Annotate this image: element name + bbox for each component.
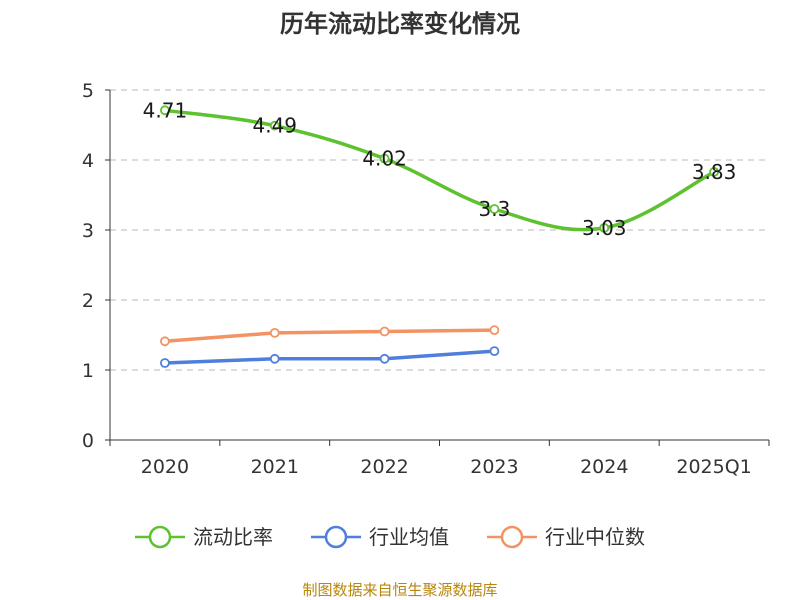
data-point[interactable]	[489, 204, 500, 214]
grid-lines	[110, 89, 769, 371]
data-point[interactable]	[160, 336, 170, 347]
legend-item-2[interactable]: 行业中位数	[487, 525, 645, 549]
legend[interactable]: 流动比率 行业均值 行业中位数	[135, 525, 645, 549]
series-1	[160, 346, 500, 368]
x-tick-label: 2023	[470, 456, 518, 478]
data-point[interactable]	[709, 166, 719, 177]
data-label: 3.3	[479, 197, 511, 221]
legend-label: 行业中位数	[545, 525, 645, 549]
y-tick-label: 0	[82, 430, 94, 452]
x-tick-label: 2020	[141, 456, 189, 478]
legend-label: 行业均值	[369, 525, 449, 549]
series-0	[160, 105, 719, 233]
data-point[interactable]	[269, 120, 280, 131]
legend-label: 流动比率	[193, 525, 273, 549]
legend-marker	[148, 525, 172, 549]
chart-title: 历年流动比率变化情况	[280, 10, 520, 38]
data-point[interactable]	[269, 327, 280, 338]
data-label: 3.83	[692, 160, 737, 184]
series-line	[163, 328, 497, 344]
series-line	[163, 349, 497, 365]
legend-marker	[500, 525, 524, 549]
y-tick-label: 3	[82, 220, 94, 242]
legend-marker	[324, 525, 348, 549]
axes: 0 1 2 3 4 5 2020 2021 2022 2023 2024 2025Q1	[82, 80, 770, 478]
data-point[interactable]	[160, 105, 170, 116]
x-tick-label: 2024	[580, 456, 628, 478]
legend-item-0[interactable]: 流动比率	[135, 525, 273, 549]
data-label: 4.49	[252, 114, 297, 138]
data-point[interactable]	[269, 353, 280, 364]
data-label: 4.02	[362, 147, 407, 171]
data-label: 4.71	[143, 98, 188, 122]
series-2	[160, 325, 500, 347]
y-tick-label: 1	[82, 360, 94, 382]
y-tick-label: 5	[82, 80, 94, 102]
data-labels: 4.71 4.49 4.02 3.3 3.03 3.83	[143, 98, 737, 240]
x-tick-label: 2022	[360, 456, 408, 478]
x-tick-label: 2025Q1	[676, 456, 751, 478]
data-point[interactable]	[379, 326, 390, 337]
data-point[interactable]	[489, 346, 500, 357]
y-tick-label: 4	[82, 150, 94, 172]
series-line	[163, 108, 716, 232]
series-lines	[160, 105, 719, 368]
data-point[interactable]	[379, 353, 390, 364]
data-point[interactable]	[489, 325, 500, 336]
legend-item-1[interactable]: 行业均值	[311, 525, 449, 549]
y-tick-label: 2	[82, 290, 94, 312]
data-point[interactable]	[599, 222, 610, 233]
data-point[interactable]	[379, 153, 390, 164]
source-note: 制图数据来自恒生聚源数据库	[302, 581, 498, 599]
x-tick-label: 2021	[251, 456, 299, 478]
data-point[interactable]	[160, 358, 170, 368]
data-label: 3.03	[582, 216, 627, 240]
